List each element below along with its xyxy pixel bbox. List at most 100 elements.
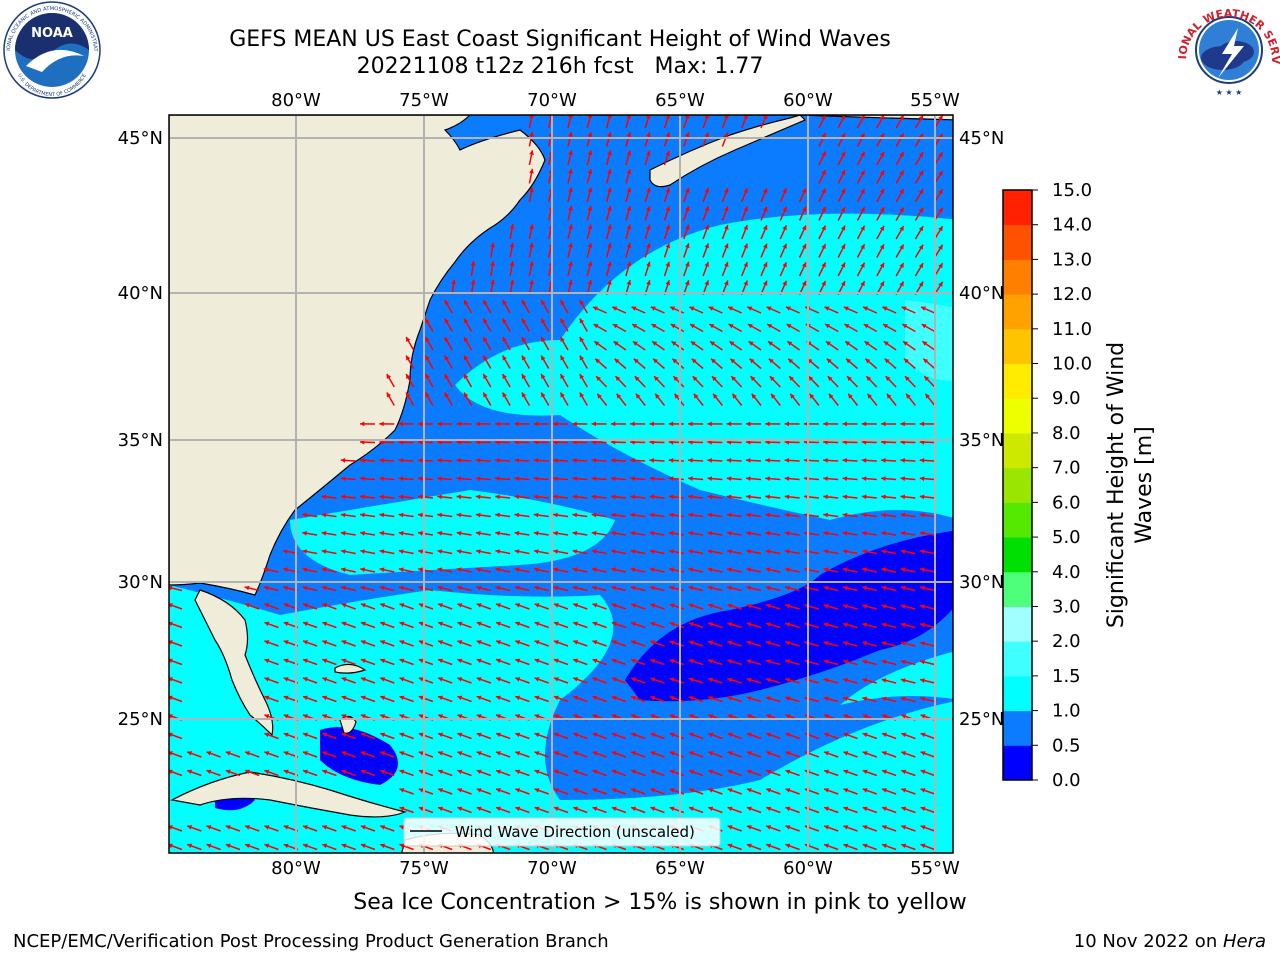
wave-direction-arrowhead xyxy=(727,622,733,627)
wave-direction-arrowhead xyxy=(607,187,612,193)
wave-direction-arrowhead xyxy=(901,769,907,775)
wave-direction-arrowhead xyxy=(746,788,752,793)
wave-direction-arrowhead xyxy=(592,306,598,311)
wave-direction-arrowhead xyxy=(650,658,656,664)
wave-direction-arrowhead xyxy=(568,261,573,267)
wave-direction-arrowhead xyxy=(399,788,405,793)
wave-direction-arrowhead xyxy=(920,696,925,702)
wave-direction-arrowhead xyxy=(496,695,501,701)
wave-direction-arrowhead xyxy=(553,476,558,481)
wave-direction-arrowhead xyxy=(169,603,173,608)
wave-direction-arrowhead xyxy=(785,714,791,719)
wave-direction-arrowhead xyxy=(263,585,269,591)
wave-direction-arrowhead xyxy=(514,476,519,481)
colorbar: 0.0 0.5 1.0 1.5 2.0 3.0 4.0 5.0 6.0 7.0 8.0 9.0 10.0… xyxy=(1002,180,1092,791)
wave-direction-arrowhead xyxy=(861,421,867,427)
wave-direction-arrowhead xyxy=(264,714,270,719)
wave-direction-arrowhead xyxy=(823,603,829,609)
wave-direction-arrowhead xyxy=(785,732,791,738)
wave-direction-arrowhead xyxy=(727,843,733,849)
wave-direction-arrowhead xyxy=(899,207,904,213)
wave-direction-arrowhead xyxy=(864,341,870,346)
wave-direction-arrowhead xyxy=(746,476,751,481)
wave-direction-arrowhead xyxy=(406,355,411,361)
wave-direction-arrowhead xyxy=(782,243,787,249)
wave-direction-arrowhead xyxy=(611,806,617,812)
wave-direction-arrowhead xyxy=(457,695,463,701)
wave-direction-arrowhead xyxy=(553,585,559,591)
wave-direction-arrowhead xyxy=(283,640,289,645)
wave-direction-arrowhead xyxy=(649,585,655,591)
wave-band-1-1p5 xyxy=(840,651,953,705)
wave-direction-arrowhead xyxy=(785,603,791,609)
wave-direction-arrowhead xyxy=(900,659,906,665)
wave-direction-arrowhead xyxy=(746,806,752,812)
wave-direction-arrowhead xyxy=(669,677,675,682)
wave-direction-arrowhead xyxy=(340,458,346,463)
wave-direction-arrowhead xyxy=(724,206,729,212)
wave-direction-arrowhead xyxy=(900,549,906,554)
wave-direction-arrowhead xyxy=(303,751,308,756)
wave-direction-arrowhead xyxy=(515,603,521,608)
wave-direction-arrowhead xyxy=(360,751,366,756)
wave-direction-arrowhead xyxy=(264,621,270,627)
wave-direction-arrowhead xyxy=(245,603,250,608)
wave-direction-arrowhead xyxy=(650,714,656,719)
wave-direction-arrowhead xyxy=(360,494,365,500)
wave-direction-arrowhead xyxy=(840,225,846,231)
wave-direction-arrowhead xyxy=(418,677,424,682)
wave-direction-arrowhead xyxy=(515,695,521,701)
wave-direction-arrowhead xyxy=(826,358,832,364)
wave-direction-arrowhead xyxy=(881,604,887,609)
wave-direction-arrowhead xyxy=(724,262,729,267)
wave-direction-arrowhead xyxy=(264,732,270,738)
wave-direction-arrowhead xyxy=(823,530,829,536)
wave-direction-arrowhead xyxy=(568,187,573,193)
colorbar-tick-label: 0.5 xyxy=(1052,735,1081,756)
lon-label: 60°W xyxy=(783,90,833,111)
wave-direction-arrowhead xyxy=(591,512,597,518)
wave-direction-arrowhead xyxy=(418,788,424,793)
wave-direction-arrowhead xyxy=(867,393,873,399)
wave-direction-arrowhead xyxy=(843,751,849,756)
wave-direction-arrowhead xyxy=(768,341,773,346)
wave-direction-arrowhead xyxy=(746,696,752,701)
lon-labels-top: 80°W 75°W 70°W 65°W 60°W 55°W xyxy=(271,90,960,111)
wave-direction-arrowhead xyxy=(475,494,481,500)
wave-direction-arrowhead xyxy=(611,585,617,591)
wave-direction-arrowhead xyxy=(399,677,405,682)
wave-direction-arrowhead xyxy=(672,358,678,364)
wave-direction-arrowhead xyxy=(670,324,676,329)
wave-direction-arrowhead xyxy=(399,732,405,738)
wave-direction-arrowhead xyxy=(766,769,772,775)
wave-direction-arrowhead xyxy=(399,695,405,701)
wave-direction-arrowhead xyxy=(825,324,831,329)
wave-direction-arrowhead xyxy=(635,393,641,399)
wave-direction-arrowhead xyxy=(655,393,660,399)
wave-direction-arrowhead xyxy=(899,281,904,287)
wave-direction-arrowhead xyxy=(743,188,748,194)
wave-direction-arrowhead xyxy=(743,115,748,120)
wave-direction-arrowhead xyxy=(553,806,559,812)
wave-direction-arrowhead xyxy=(444,374,449,379)
wave-direction-arrowhead xyxy=(646,206,651,212)
wave-direction-arrowhead xyxy=(587,115,593,119)
wave-direction-arrowhead xyxy=(438,769,443,775)
wave-direction-arrowhead xyxy=(360,603,366,608)
wave-direction-arrowhead xyxy=(418,603,424,608)
wave-direction-arrowhead xyxy=(553,695,559,701)
wave-direction-arrowhead xyxy=(840,244,846,250)
wave-direction-arrowhead xyxy=(457,658,463,664)
wave-direction-arrowhead xyxy=(553,567,559,573)
wave-direction-arrowhead xyxy=(475,458,481,463)
wave-direction-arrowhead xyxy=(340,512,346,518)
wave-direction-arrowhead xyxy=(881,585,887,591)
wave-direction-arrowhead xyxy=(782,188,787,194)
wave-direction-arrowhead xyxy=(646,261,651,267)
wave-direction-arrowhead xyxy=(668,512,674,518)
wave-direction-arrowhead xyxy=(437,494,442,500)
wave-direction-arrowhead xyxy=(321,549,327,554)
lon-labels-bottom: 80°W 75°W 70°W 65°W 60°W 55°W xyxy=(271,858,960,879)
wave-direction-arrowhead xyxy=(765,494,770,500)
wave-direction-arrowhead xyxy=(360,658,366,664)
